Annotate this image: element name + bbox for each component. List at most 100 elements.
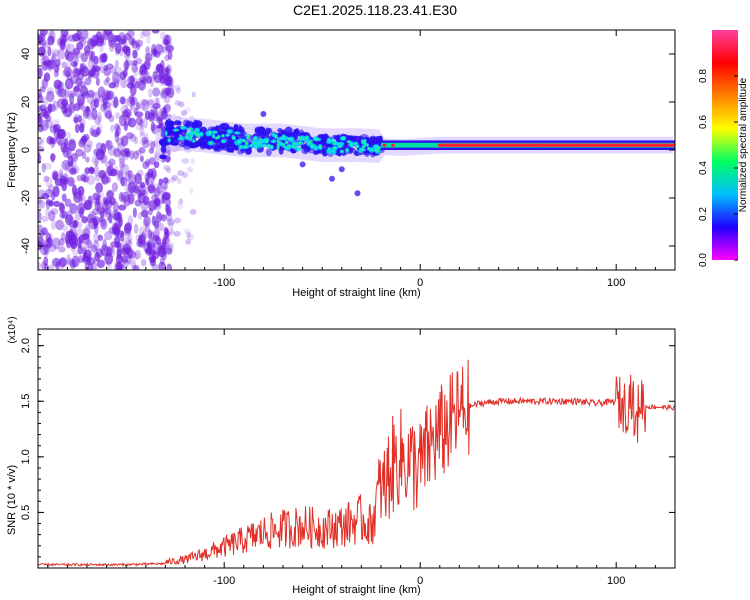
noise-blob — [102, 200, 109, 213]
noise-blob — [141, 136, 149, 144]
noise-blob — [40, 108, 48, 118]
noise-blob — [116, 260, 122, 270]
trace-peak — [192, 140, 195, 143]
noise-blob — [127, 215, 134, 225]
trace-peak — [314, 138, 317, 141]
trace-peak — [267, 144, 270, 147]
trace-peak — [346, 149, 349, 152]
trace-peak — [274, 135, 277, 138]
trace-peak — [236, 131, 239, 134]
x-tick-label: 100 — [607, 575, 625, 587]
noise-blob — [176, 87, 182, 94]
y-tick-label: -20 — [20, 190, 32, 206]
noise-blob — [152, 48, 157, 56]
noise-blob — [137, 184, 147, 196]
noise-blob — [121, 46, 131, 53]
noise-blob — [53, 123, 58, 134]
trace-peak — [305, 136, 308, 139]
noise-blob — [163, 191, 172, 201]
noise-blob — [81, 216, 89, 224]
noise-blob — [129, 103, 134, 111]
trace-blob — [170, 133, 180, 141]
noise-blob — [187, 233, 195, 240]
noise-blob — [137, 239, 147, 248]
trace-peak — [296, 147, 299, 150]
noise-blob — [190, 157, 196, 164]
noise-blob — [105, 90, 115, 101]
noise-blob — [42, 55, 50, 66]
noise-blob — [158, 261, 167, 270]
trace-blob — [161, 125, 171, 134]
noise-blob — [138, 234, 143, 245]
noise-blob — [58, 168, 64, 179]
trace-blob — [261, 130, 270, 137]
noise-blob — [127, 193, 135, 205]
noise-blob — [105, 139, 111, 148]
noise-blob — [64, 86, 70, 99]
noise-blob — [61, 224, 69, 233]
noise-blob — [111, 182, 118, 192]
noise-blob — [173, 230, 181, 237]
noise-blob — [79, 63, 86, 72]
noise-blob — [73, 103, 81, 112]
noise-blob — [127, 117, 137, 128]
trace-peak — [382, 143, 387, 147]
trace-blob — [223, 143, 229, 148]
noise-blob — [127, 169, 133, 179]
colorbar-tick-label: 0.2 — [698, 207, 709, 221]
noise-blob — [154, 197, 161, 208]
noise-blob — [67, 139, 77, 152]
trace-peak — [507, 143, 512, 147]
trace-peak — [540, 143, 545, 147]
noise-blob — [143, 215, 151, 227]
noise-blob — [166, 241, 175, 248]
noise-blob — [80, 173, 87, 182]
noise-blob — [151, 112, 160, 122]
noise-blob — [99, 65, 105, 74]
trace-peak — [208, 131, 211, 134]
trace-blob — [168, 121, 174, 126]
y-tick-label: 0 — [20, 147, 32, 153]
trace-blob — [277, 128, 283, 133]
noise-blob — [56, 128, 66, 139]
noise-blob — [61, 232, 66, 241]
noise-blob — [93, 98, 100, 108]
noise-blob — [83, 144, 92, 153]
noise-blob — [38, 94, 44, 104]
noise-blob — [135, 149, 142, 156]
trace-peak — [240, 145, 243, 148]
noise-blob — [144, 53, 153, 62]
trace-peak — [535, 143, 540, 147]
noise-blob — [102, 208, 112, 215]
noise-blob — [92, 216, 101, 226]
trace-peak — [174, 129, 177, 132]
noise-blob — [92, 208, 99, 216]
noise-blob — [150, 167, 157, 180]
trace-peak — [259, 141, 262, 144]
trace-blob — [354, 150, 359, 157]
trace-peak — [286, 146, 289, 149]
noise-blob — [52, 237, 61, 250]
noise-blob — [123, 33, 132, 41]
noise-blob — [146, 139, 154, 148]
noise-blob — [132, 207, 137, 218]
trace-peak — [293, 145, 296, 148]
trace-blob — [359, 134, 370, 142]
noise-blob — [189, 187, 194, 194]
noise-blob — [79, 194, 86, 202]
noise-blob — [146, 100, 155, 109]
trace-peak — [247, 136, 250, 139]
noise-blob — [66, 131, 71, 139]
x-tick-label: -100 — [213, 575, 235, 587]
noise-blob — [41, 261, 47, 270]
noise-blob — [112, 222, 120, 235]
noise-blob — [159, 70, 165, 79]
noise-blob — [99, 103, 107, 112]
noise-blob — [162, 106, 167, 115]
noise-blob — [163, 97, 171, 104]
noise-blob — [114, 59, 119, 68]
noise-blob — [69, 160, 74, 168]
noise-blob — [127, 250, 137, 259]
noise-blob — [64, 78, 74, 90]
noise-blob — [134, 249, 142, 260]
